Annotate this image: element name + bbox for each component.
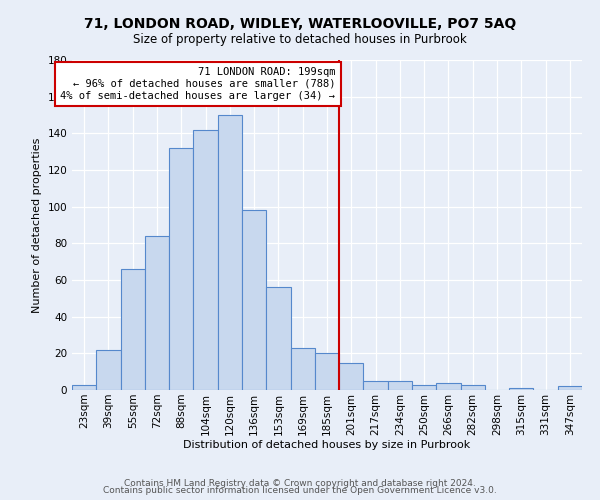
Text: 71 LONDON ROAD: 199sqm
← 96% of detached houses are smaller (788)
4% of semi-det: 71 LONDON ROAD: 199sqm ← 96% of detached… [61, 68, 335, 100]
Bar [218, 115, 242, 390]
Bar [72, 384, 96, 390]
X-axis label: Distribution of detached houses by size in Purbrook: Distribution of detached houses by size … [184, 440, 470, 450]
Y-axis label: Number of detached properties: Number of detached properties [32, 138, 42, 312]
Bar [266, 288, 290, 390]
Text: Contains HM Land Registry data © Crown copyright and database right 2024.: Contains HM Land Registry data © Crown c… [124, 478, 476, 488]
Bar [364, 381, 388, 390]
Bar [509, 388, 533, 390]
Bar [339, 362, 364, 390]
Bar [315, 354, 339, 390]
Text: 71, LONDON ROAD, WIDLEY, WATERLOOVILLE, PO7 5AQ: 71, LONDON ROAD, WIDLEY, WATERLOOVILLE, … [84, 18, 516, 32]
Bar [558, 386, 582, 390]
Bar [169, 148, 193, 390]
Bar [193, 130, 218, 390]
Bar [121, 269, 145, 390]
Bar [290, 348, 315, 390]
Bar [96, 350, 121, 390]
Bar [242, 210, 266, 390]
Bar [436, 382, 461, 390]
Bar [388, 381, 412, 390]
Text: Contains public sector information licensed under the Open Government Licence v3: Contains public sector information licen… [103, 486, 497, 495]
Bar [145, 236, 169, 390]
Bar [461, 384, 485, 390]
Text: Size of property relative to detached houses in Purbrook: Size of property relative to detached ho… [133, 32, 467, 46]
Bar [412, 384, 436, 390]
